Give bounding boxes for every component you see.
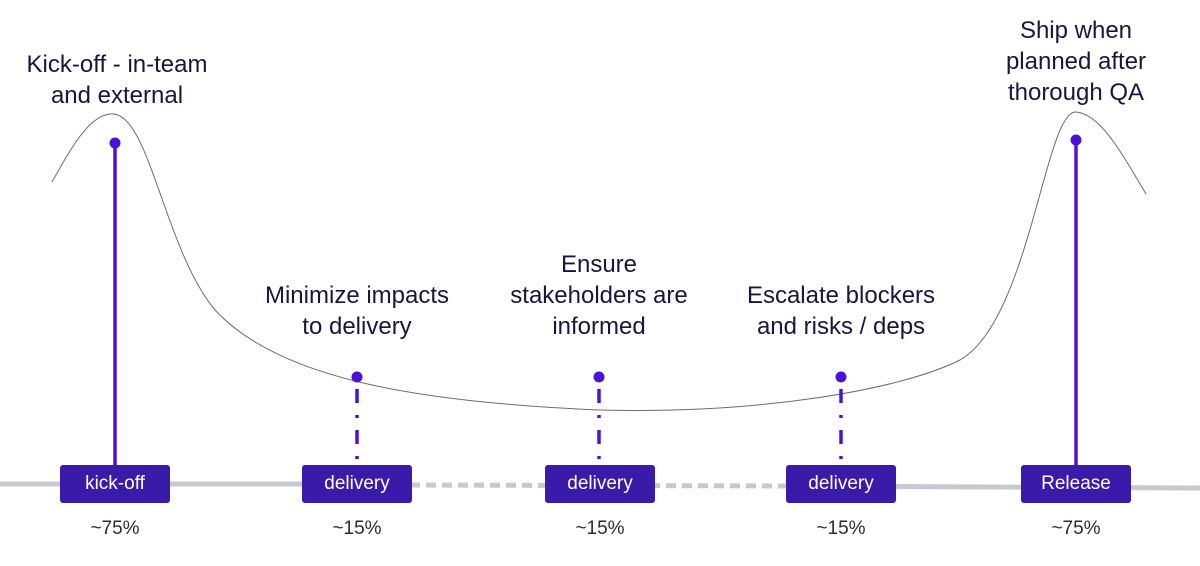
phase-label-ensure-stakeholders: Ensure stakeholders are informed: [510, 251, 688, 340]
marker-dot: [351, 371, 363, 383]
delivery-milestone-box-1: delivery: [302, 465, 412, 503]
marker-dot: [109, 137, 121, 149]
marker-dot: [835, 371, 847, 383]
milestone-markers: [109, 134, 1082, 466]
kickoff-milestone-box: kick-off: [60, 465, 170, 503]
delivery-milestone-box-3: delivery: [786, 465, 896, 503]
marker-dot: [593, 371, 605, 383]
marker-dot: [1070, 134, 1082, 146]
delivery-milestone-box-2: delivery: [545, 465, 655, 503]
delivery-percent-3: ~15%: [816, 518, 866, 539]
delivery-percent-1: ~15%: [332, 518, 382, 539]
phase-label-ship: Ship when planned after thorough QA: [1005, 17, 1147, 106]
phase-label-kickoff: Kick-off - in-team and external: [26, 51, 208, 109]
phase-label-escalate-blockers: Escalate blockers and risks / deps: [746, 282, 936, 340]
effort-curve: [51, 111, 1147, 411]
release-milestone-box: Release: [1021, 465, 1131, 503]
phase-label-minimize-impacts: Minimize impacts to delivery: [264, 282, 450, 340]
delivery-percent-2: ~15%: [575, 518, 625, 539]
release-percent: ~75%: [1051, 518, 1101, 539]
kickoff-percent: ~75%: [90, 518, 140, 539]
